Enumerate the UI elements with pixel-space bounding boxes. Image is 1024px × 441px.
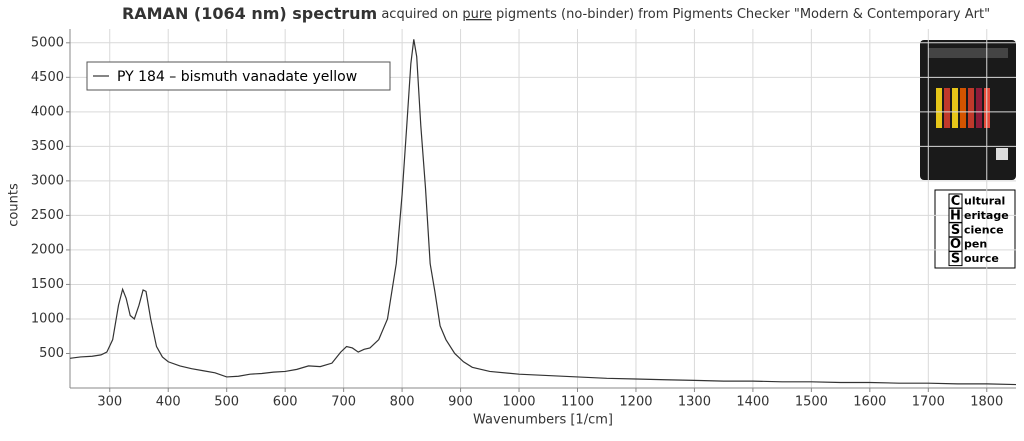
x-tick-label: 1700	[912, 395, 945, 410]
x-tick-label: 1300	[678, 395, 711, 410]
x-tick-label: 400	[156, 395, 181, 410]
pigment-checker-image	[920, 40, 1016, 180]
logo-letter-box	[948, 251, 963, 267]
title-bold: RAMAN (1064 nm) spectrum	[122, 4, 377, 23]
y-tick-label: 3000	[31, 173, 64, 188]
x-tick-label: 1500	[795, 395, 828, 410]
spectrum-line	[69, 39, 1017, 386]
x-tick-label: 1600	[853, 395, 886, 410]
x-tick-label: 300	[97, 395, 122, 410]
x-axis-label: Wavenumbers [1/cm]	[473, 413, 613, 428]
logo-letter: O	[950, 237, 961, 252]
legend-box	[86, 61, 391, 91]
y-tick-label: 1000	[31, 311, 64, 326]
logo-letter: C	[951, 194, 961, 209]
logo-word: cience	[964, 223, 1004, 236]
x-tick-label: 900	[448, 395, 473, 410]
y-tick-label: 3500	[31, 139, 64, 154]
y-tick-label: 2500	[31, 208, 64, 223]
x-tick-label: 500	[214, 395, 239, 410]
chart-title: RAMAN (1064 nm) spectrum acquired on pur…	[122, 4, 990, 23]
logo-letter: S	[951, 252, 960, 267]
x-tick-label: 1400	[736, 395, 769, 410]
logo-word: eritage	[964, 209, 1009, 222]
x-tick-label: 1200	[619, 395, 652, 410]
x-tick-label: 800	[390, 395, 415, 410]
logo-word: ource	[964, 252, 999, 265]
title-underlined: pure	[462, 7, 492, 22]
x-tick-label: 700	[331, 395, 356, 410]
x-tick-label: 1800	[970, 395, 1003, 410]
logo-letter: H	[950, 208, 961, 223]
logo-letter: S	[951, 223, 960, 238]
y-tick-label: 4000	[31, 104, 64, 119]
y-tick-label: 4500	[31, 70, 64, 85]
y-tick-label: 500	[39, 346, 64, 361]
logo-frame	[934, 189, 1016, 269]
y-tick-label: 1500	[31, 277, 64, 292]
logo-word: ultural	[964, 195, 1005, 208]
logo-word: pen	[964, 238, 987, 251]
title-pre: acquired on	[381, 7, 458, 22]
y-axis-label: counts	[7, 183, 22, 227]
legend-label: PY 184 – bismuth vanadate yellow	[117, 69, 357, 85]
y-tick-label: 2000	[31, 242, 64, 257]
x-tick-label: 600	[273, 395, 298, 410]
x-tick-label: 1000	[502, 395, 535, 410]
title-post: pigments (no-binder) from Pigments Check…	[496, 7, 990, 22]
x-tick-label: 1100	[561, 395, 594, 410]
y-tick-label: 5000	[31, 35, 64, 50]
